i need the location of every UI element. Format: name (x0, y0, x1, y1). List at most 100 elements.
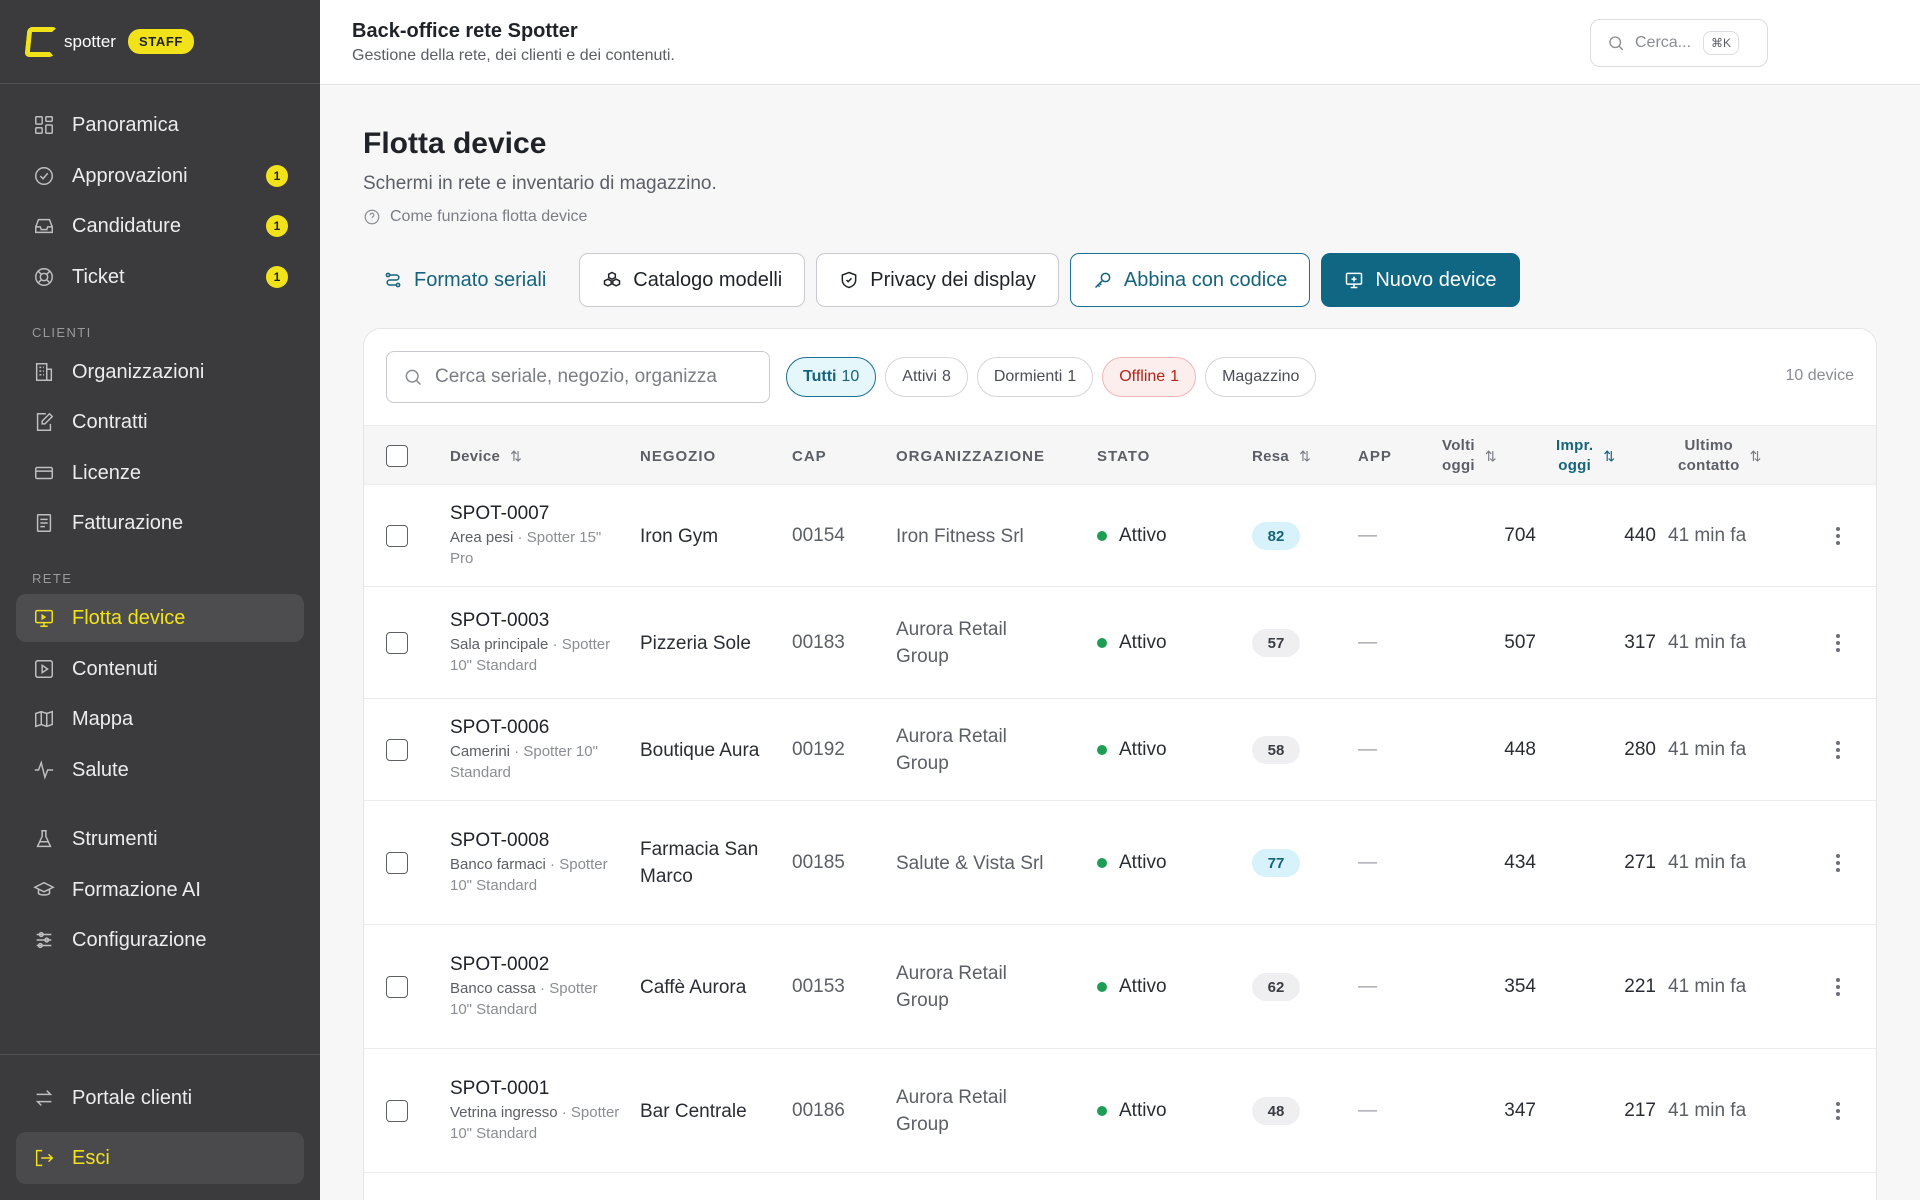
table-row[interactable]: SPOT-0006 Camerini · Spotter 10" Standard… (364, 699, 1876, 801)
sidebar-item-configurazione[interactable]: Configurazione (16, 916, 304, 964)
model-catalog-button[interactable]: Catalogo modelli (579, 253, 806, 307)
column-ultimo-contatto[interactable]: Ultimo contatto ⇅ (1678, 426, 1761, 486)
serial-format-button[interactable]: Formato seriali (363, 253, 568, 307)
sidebar-item-contratti[interactable]: Contratti (16, 398, 304, 446)
checkbox[interactable] (386, 852, 408, 874)
app-cell: — (1358, 976, 1377, 997)
column-label: Impr. oggi (1556, 436, 1593, 476)
row-select[interactable] (386, 485, 408, 587)
column-device[interactable]: Device ⇅ (450, 426, 522, 486)
sidebar-item-candidature[interactable]: Candidature 1 (16, 202, 304, 250)
checkbox[interactable] (386, 976, 408, 998)
device-cell[interactable]: SPOT-0007 Area pesi · Spotter 15" Pro (450, 485, 620, 587)
search-icon (1609, 36, 1624, 51)
table-row[interactable]: SPOT-0002 Banco cassa · Spotter 10" Stand… (364, 925, 1876, 1049)
brand[interactable]: spotter STAFF (0, 0, 320, 84)
table-row[interactable]: SPOT-0003 Sala principale · Spotter 10" S… (364, 587, 1876, 699)
monitor-plus-icon (1346, 272, 1363, 289)
column-volti-oggi[interactable]: Volti oggi ⇅ (1442, 426, 1497, 486)
column-app: APP (1358, 447, 1392, 465)
new-device-button[interactable]: Nuovo device (1321, 253, 1520, 307)
select-all-checkbox[interactable] (386, 426, 408, 486)
sidebar-item-formazione-ai[interactable]: Formazione AI (16, 866, 304, 914)
sidebar-item-label: Portale clienti (72, 1086, 193, 1109)
row-menu-button[interactable] (1826, 699, 1850, 801)
row-menu-button[interactable] (1826, 587, 1850, 699)
status-filter-chips: Tutti 10 Attivi 8 Dormienti 1 Offline 1 Maga… (786, 357, 1317, 397)
sidebar-item-salute[interactable]: Salute (16, 746, 304, 794)
status-dot (1097, 982, 1107, 992)
building-icon (32, 360, 56, 384)
device-serial[interactable]: SPOT-0006 (450, 717, 550, 738)
impressions-cell: 440 (1624, 525, 1656, 546)
device-serial[interactable]: SPOT-0007 (450, 503, 550, 524)
cap-cell: 00154 (792, 525, 845, 546)
device-search[interactable] (386, 351, 770, 403)
sidebar-item-flotta-device[interactable]: Flotta device (16, 594, 304, 642)
row-menu-button[interactable] (1826, 485, 1850, 587)
device-location: Camerini (450, 743, 511, 760)
sort-icon[interactable]: ⇅ (1603, 448, 1616, 464)
sidebar-item-fatturazione[interactable]: Fatturazione (16, 499, 304, 547)
sidebar-item-licenze[interactable]: Licenze (16, 449, 304, 497)
status-cell: Attivo (1097, 587, 1167, 699)
chip-magazzino[interactable]: Magazzino (1205, 357, 1317, 397)
checkbox[interactable] (386, 445, 408, 467)
display-privacy-button[interactable]: Privacy dei display (816, 253, 1059, 307)
sidebar-item-label: Candidature (72, 214, 181, 237)
sidebar-item-mappa[interactable]: Mappa (16, 695, 304, 743)
chip-dormienti[interactable]: Dormienti 1 (976, 357, 1094, 397)
column-impr-oggi[interactable]: Impr. oggi ⇅ (1556, 426, 1615, 486)
status-dot (1097, 745, 1107, 755)
sort-icon[interactable]: ⇅ (510, 447, 522, 464)
table-row[interactable]: SPOT-0007 Area pesi · Spotter 15" Pro Iron… (364, 485, 1876, 587)
column-label: Device (450, 447, 501, 465)
sort-icon[interactable]: ⇅ (1749, 448, 1762, 464)
impressions-cell: 271 (1624, 852, 1656, 873)
help-link[interactable]: Come funziona flotta device (363, 208, 587, 226)
column-resa[interactable]: Resa ⇅ (1252, 426, 1311, 486)
chip-tutti[interactable]: Tutti 10 (786, 357, 877, 397)
chip-attivi[interactable]: Attivi 8 (885, 357, 968, 397)
sidebar-item-organizzazioni[interactable]: Organizzazioni (16, 348, 304, 396)
device-cell[interactable]: SPOT-0006 Camerini · Spotter 10" Standard (450, 699, 620, 801)
device-cell[interactable]: SPOT-0003 Sala principale · Spotter 10" S… (450, 587, 620, 699)
checkbox[interactable] (386, 632, 408, 654)
sidebar-item-approvazioni[interactable]: Approvazioni 1 (16, 152, 304, 200)
sort-icon[interactable]: ⇅ (1484, 448, 1497, 464)
sidebar-item-portale-clienti[interactable]: Portale clienti (16, 1074, 304, 1122)
device-serial[interactable]: SPOT-0002 (450, 954, 550, 975)
row-menu-button[interactable] (1826, 801, 1850, 925)
checkbox[interactable] (386, 739, 408, 761)
column-label-line: oggi (1442, 457, 1475, 474)
sidebar-item-ticket[interactable]: Ticket 1 (16, 253, 304, 301)
device-cell[interactable]: SPOT-0002 Banco cassa · Spotter 10" Stand… (450, 925, 620, 1049)
global-search-button[interactable]: Cerca... ⌘K (1590, 19, 1768, 67)
chip-offline[interactable]: Offline 1 (1102, 357, 1197, 397)
row-select[interactable] (386, 925, 408, 1049)
row-menu-button[interactable] (1826, 1049, 1850, 1173)
device-meta: Banco cassa · Spotter 10" Standard (450, 980, 598, 1018)
device-serial[interactable]: SPOT-0008 (450, 830, 550, 851)
pair-code-button[interactable]: Abbina con codice (1069, 253, 1311, 307)
sidebar-item-strumenti[interactable]: Strumenti (16, 815, 304, 863)
row-select[interactable] (386, 801, 408, 925)
sidebar-item-panoramica[interactable]: Panoramica (16, 101, 304, 149)
device-cell[interactable]: SPOT-0008 Banco farmaci · Spotter 10" Sta… (450, 801, 620, 925)
row-select[interactable] (386, 587, 408, 699)
sort-icon[interactable]: ⇅ (1299, 447, 1311, 464)
row-select[interactable] (386, 1049, 408, 1173)
row-select[interactable] (386, 699, 408, 801)
device-serial[interactable]: SPOT-0003 (450, 610, 550, 631)
row-menu-button[interactable] (1826, 925, 1850, 1049)
table-row[interactable]: SPOT-0008 Banco farmaci · Spotter 10" Sta… (364, 801, 1876, 925)
logout-button[interactable]: Esci (16, 1132, 304, 1184)
sidebar-item-contenuti[interactable]: Contenuti (16, 645, 304, 693)
checkbox[interactable] (386, 525, 408, 547)
table-row[interactable]: SPOT-0001 Vetrina ingresso · Spotter 10" … (364, 1049, 1876, 1173)
device-search-input[interactable] (435, 366, 755, 388)
checkbox[interactable] (386, 1100, 408, 1122)
device-serial[interactable]: SPOT-0001 (450, 1078, 550, 1099)
status-dot (1097, 638, 1107, 648)
device-cell[interactable]: SPOT-0001 Vetrina ingresso · Spotter 10" … (450, 1049, 620, 1173)
